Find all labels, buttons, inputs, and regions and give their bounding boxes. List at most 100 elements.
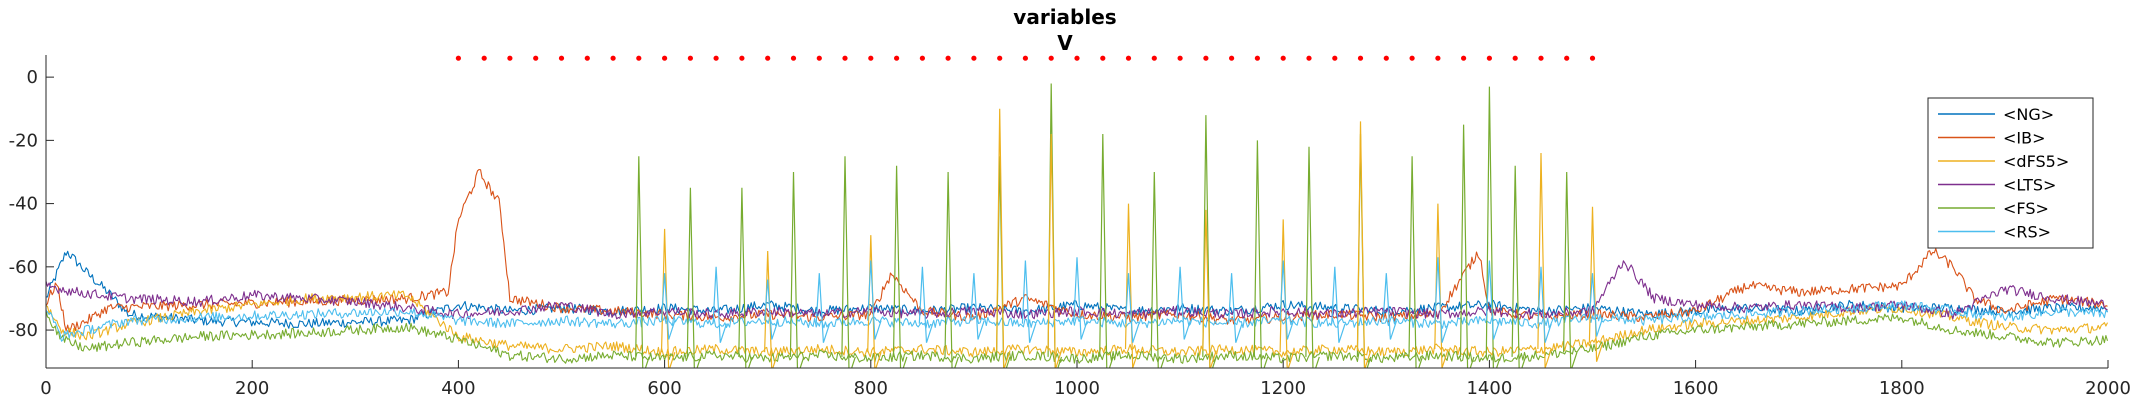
series-line-rs <box>46 300 2108 342</box>
stimulus-marker <box>1461 55 1467 61</box>
spike-rs <box>712 266 728 343</box>
legend: <NG> <IB> <dFS5> <LTS> <FS> <RS> <box>1927 97 2094 249</box>
spike-rs <box>1537 266 1552 343</box>
stimulus-marker <box>1074 55 1080 61</box>
stimulus-marker <box>1151 55 1157 61</box>
x-tick-label: 200 <box>235 378 269 399</box>
stimulus-marker <box>1409 55 1415 61</box>
spike-rs <box>1382 273 1398 340</box>
stimulus-marker <box>662 55 668 61</box>
spike-rs <box>1434 257 1449 343</box>
stimulus-marker <box>533 55 539 61</box>
spike-fs <box>635 156 650 368</box>
spike-dfs5 <box>1537 152 1552 368</box>
x-tick-label: 1200 <box>1260 378 1306 399</box>
spike-fs <box>1202 115 1217 368</box>
stimulus-marker <box>997 55 1003 61</box>
x-tick-label: 0 <box>40 378 51 399</box>
stimulus-marker <box>1177 55 1183 61</box>
x-tick-label: 1600 <box>1673 378 1719 399</box>
stimulus-marker <box>713 55 719 61</box>
spike-rs <box>815 273 831 343</box>
stimulus-marker <box>687 55 694 61</box>
series-layer <box>46 83 2108 368</box>
spike-rs <box>1331 266 1346 343</box>
legend-label: <IB> <box>2003 129 2046 148</box>
spike-fs <box>1511 165 1527 368</box>
spike-fs <box>841 156 856 368</box>
stimulus-marker <box>1357 55 1364 61</box>
stimulus-marker <box>558 55 565 61</box>
spike-fs <box>1150 171 1166 368</box>
stimulus-marker <box>816 55 822 61</box>
series-line-dfs5 <box>46 290 2108 358</box>
x-tick-label: 600 <box>647 378 681 399</box>
stimulus-marker <box>1435 55 1441 61</box>
stimulus-marker <box>765 55 771 61</box>
stimulus-marker <box>739 55 745 61</box>
stimulus-marker <box>1022 55 1028 61</box>
spike-fs <box>1253 140 1269 368</box>
stimulus-marker <box>868 55 874 61</box>
spike-fs <box>1485 86 1501 368</box>
stimulus-marker <box>919 55 926 61</box>
y-tick-label: 0 <box>27 67 38 88</box>
spike-fs <box>686 187 702 368</box>
stimulus-marker <box>1306 55 1312 61</box>
stimulus-marker-layer <box>455 55 1596 61</box>
stimulus-marker <box>842 55 848 61</box>
stimulus-marker <box>894 55 900 61</box>
spike-fs <box>1563 171 1578 368</box>
stimulus-marker <box>636 55 642 61</box>
spike-dfs5 <box>1356 121 1372 368</box>
spike-rs <box>1588 273 1604 337</box>
x-axis-ticks: 0 200 400 600 800 1000 1200 1400 1600 1800 2000 <box>40 360 2131 399</box>
stimulus-marker <box>1589 55 1596 61</box>
spike-rs <box>1279 260 1295 340</box>
spike-rs <box>1228 273 1243 343</box>
x-tick-label: 1400 <box>1466 378 1512 399</box>
spike-fs <box>1459 124 1475 368</box>
spike-rs <box>764 279 779 340</box>
spike-fs <box>944 171 959 368</box>
stimulus-marker <box>1538 55 1544 61</box>
spike-fs <box>738 187 753 368</box>
stimulus-marker <box>481 55 487 61</box>
spike-fs <box>892 165 908 368</box>
spike-fs <box>1099 133 1114 368</box>
spike-rs <box>918 266 934 343</box>
stimulus-marker <box>455 55 461 61</box>
y-tick-label: -20 <box>9 130 38 151</box>
stimulus-marker <box>1564 55 1570 61</box>
series-line-lts <box>46 260 2108 320</box>
spike-dfs5 <box>1588 206 1604 362</box>
stimulus-marker <box>507 55 513 61</box>
plot-area: 0 200 400 600 800 1000 1200 1400 1600 1800 2000 0 -… <box>9 55 2131 399</box>
spike-fs <box>789 171 805 368</box>
spike-rs <box>867 260 882 340</box>
chart-title: variables <box>1013 5 1116 29</box>
spike-dfs5 <box>1047 133 1063 368</box>
stimulus-marker <box>1332 55 1338 61</box>
y-axis-ticks: 0 -20 -40 -60 -80 <box>9 67 54 341</box>
legend-label: <NG> <box>2003 105 2054 124</box>
x-tick-label: 800 <box>854 378 888 399</box>
spike-rs <box>1124 273 1140 343</box>
x-tick-label: 1800 <box>1879 378 1925 399</box>
spike-dfs5 <box>1124 203 1140 368</box>
x-tick-label: 400 <box>441 378 475 399</box>
series-line-ng <box>46 250 2108 329</box>
stimulus-marker <box>945 55 951 61</box>
spike-rs <box>1073 257 1088 340</box>
stimulus-marker <box>1486 55 1492 61</box>
legend-label: <LTS> <box>2003 176 2056 195</box>
legend-box <box>1927 97 2094 249</box>
stimulus-marker <box>1203 55 1209 61</box>
stimulus-marker <box>1125 55 1132 61</box>
spike-rs <box>660 273 676 340</box>
x-tick-label: 1000 <box>1054 378 1100 399</box>
stimulus-marker <box>610 55 616 61</box>
stimulus-marker <box>1512 55 1518 61</box>
legend-label: <FS> <box>2003 199 2049 218</box>
